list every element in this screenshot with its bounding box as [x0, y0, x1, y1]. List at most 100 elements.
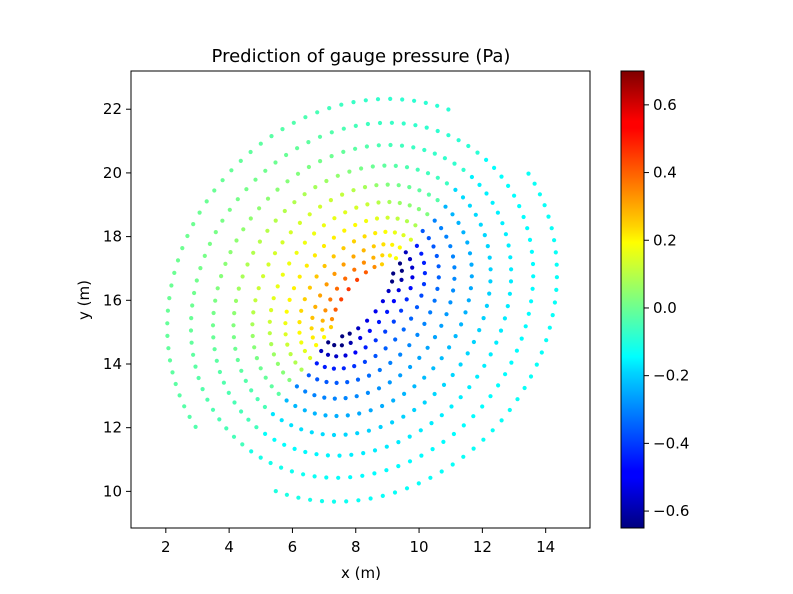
scatter-point	[361, 248, 366, 253]
scatter-point	[267, 319, 272, 324]
scatter-point	[314, 343, 319, 348]
scatter-point	[386, 288, 391, 294]
scatter-point	[399, 277, 404, 282]
scatter-point	[365, 390, 370, 395]
scatter-point	[231, 434, 237, 439]
scatter-point	[275, 361, 280, 366]
scatter-point	[393, 163, 398, 168]
scatter-point	[254, 356, 259, 361]
scatter-point	[320, 432, 325, 437]
scatter-point	[255, 397, 260, 402]
scatter-point	[334, 354, 339, 359]
scatter-point	[351, 239, 357, 244]
scatter-point	[244, 187, 249, 192]
scatter-point	[358, 335, 363, 341]
scatter-point	[419, 251, 424, 256]
scatter-point	[355, 377, 361, 382]
scatter-point	[315, 110, 320, 115]
scatter-point	[331, 366, 336, 371]
scatter-point	[232, 400, 237, 405]
scatter-point	[362, 359, 367, 364]
scatter-point	[287, 377, 292, 383]
scatter-point	[318, 293, 323, 298]
scatter-point	[175, 258, 181, 263]
scatter-point	[380, 403, 385, 409]
scatter-point	[310, 315, 315, 320]
scatter-point	[384, 468, 389, 473]
scatter-point	[453, 187, 458, 192]
scatter-point	[239, 409, 244, 414]
scatter-point	[361, 260, 366, 265]
scatter-point	[354, 394, 359, 399]
scatter-point	[469, 274, 474, 279]
scatter-point	[299, 427, 304, 432]
scatter-point	[503, 372, 508, 377]
scatter-point	[554, 275, 560, 280]
scatter-point	[345, 380, 350, 385]
scatter-point	[383, 346, 388, 351]
scatter-point	[253, 298, 258, 303]
scatter-point	[546, 214, 551, 219]
scatter-point	[463, 310, 468, 315]
scatter-point	[224, 426, 229, 431]
scatter-point	[339, 297, 344, 302]
scatter-point	[211, 310, 216, 316]
scatter-point	[367, 328, 372, 333]
scatter-point	[315, 377, 320, 382]
scatter-points	[165, 96, 560, 504]
scatter-point	[167, 296, 172, 301]
scatter-point	[365, 202, 370, 207]
scatter-point	[552, 300, 558, 305]
scatter-point	[435, 175, 440, 180]
colorbar	[620, 70, 645, 529]
scatter-point	[392, 490, 398, 495]
scatter-point	[383, 229, 388, 234]
scatter-point	[435, 128, 440, 134]
scatter-point	[313, 304, 318, 309]
scatter-point	[410, 275, 415, 280]
x-tick-label: 10	[410, 538, 429, 556]
scatter-point	[420, 228, 425, 234]
scatter-point	[228, 250, 233, 255]
scatter-point	[374, 216, 380, 221]
scatter-point	[308, 497, 313, 502]
scatter-point	[187, 414, 192, 419]
scatter-point	[507, 407, 512, 413]
scatter-point	[204, 199, 209, 204]
scatter-point	[299, 340, 304, 345]
scatter-point	[319, 348, 324, 354]
scatter-point	[328, 325, 334, 330]
scatter-point	[452, 276, 457, 281]
scatter-point	[506, 243, 511, 248]
scatter-point	[294, 250, 299, 255]
scatter-point	[475, 374, 480, 379]
scatter-point	[531, 274, 536, 279]
scatter-point	[324, 475, 329, 480]
scatter-point	[466, 298, 471, 303]
scatter-point	[385, 182, 390, 187]
scatter-point	[329, 154, 334, 159]
scatter-point	[356, 326, 361, 331]
scatter-point	[334, 380, 339, 385]
scatter-point	[273, 160, 278, 165]
scatter-point	[363, 270, 368, 275]
scatter-point	[328, 198, 333, 203]
x-tick-label: 14	[536, 538, 555, 556]
scatter-point	[506, 183, 511, 188]
scatter-point	[373, 231, 378, 236]
scatter-point	[347, 169, 352, 174]
scatter-point	[284, 152, 289, 158]
colorbar-tick-label: −0.2	[653, 367, 689, 385]
scatter-point	[399, 143, 405, 148]
scatter-point	[213, 298, 218, 303]
scatter-point	[219, 274, 224, 279]
scatter-point	[340, 334, 345, 339]
scatter-point	[322, 364, 327, 370]
scatter-point	[263, 431, 268, 436]
scatter-point	[461, 423, 466, 428]
scatter-point	[428, 310, 433, 315]
scatter-point	[534, 362, 539, 367]
scatter-point	[212, 188, 217, 193]
scatter-point	[453, 334, 458, 339]
scatter-point	[279, 465, 284, 470]
